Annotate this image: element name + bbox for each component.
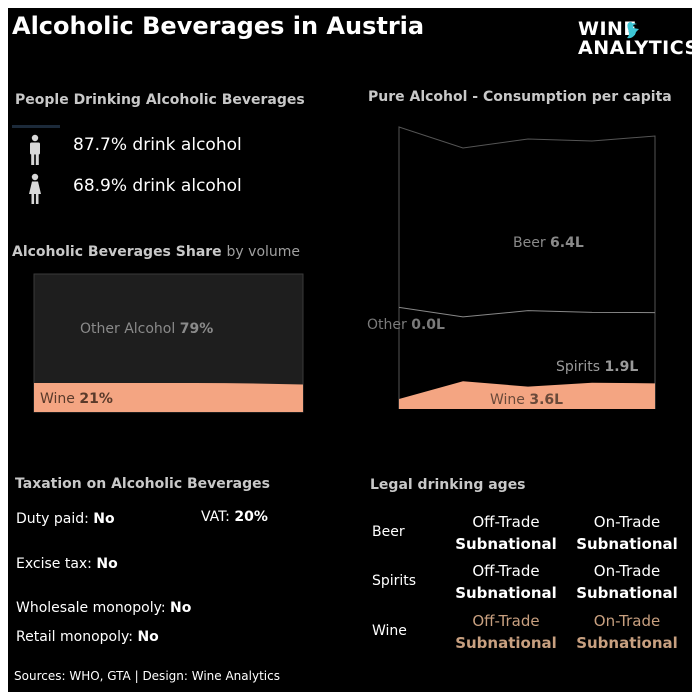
- pure-other-name: Other: [367, 317, 411, 333]
- heading-underline: [12, 125, 60, 128]
- pure-beer-name: Beer: [513, 235, 550, 251]
- age-on-trade-spirits: On-Trade Subnational: [567, 560, 687, 604]
- pure-beer-area: [398, 126, 656, 409]
- tax-duty-paid: Duty paid: No: [16, 511, 115, 527]
- age-on-trade-wine: On-Trade Subnational: [567, 610, 687, 654]
- pure-beer-value: 6.4L: [550, 235, 584, 251]
- off-trade-label: Off-Trade: [472, 513, 540, 531]
- off-trade-label: Off-Trade: [472, 612, 540, 630]
- off-trade-value: Subnational: [455, 584, 557, 602]
- drinking-heading: People Drinking Alcoholic Beverages: [15, 92, 305, 108]
- age-off-trade-spirits: Off-Trade Subnational: [446, 560, 566, 604]
- male-person-icon: [30, 134, 40, 165]
- share-heading-light: by volume: [226, 244, 301, 260]
- footer-sources: Sources: WHO, GTA | Design: Wine Analyti…: [14, 669, 280, 683]
- share-wine-area: [34, 383, 303, 412]
- tax-value: No: [93, 511, 115, 527]
- tax-label: Wholesale monopoly:: [16, 600, 166, 616]
- tax-retail-monopoly: Retail monopoly: No: [16, 629, 159, 645]
- on-trade-label: On-Trade: [593, 513, 661, 531]
- logo-line2: ANALYTICS: [578, 37, 699, 59]
- age-off-trade-wine: Off-Trade Subnational: [446, 610, 566, 654]
- tax-value: No: [96, 556, 118, 572]
- share-other-value: 79%: [180, 321, 214, 337]
- pure-beer-label: Beer 6.4L: [513, 235, 584, 251]
- share-wine-label: Wine 21%: [40, 391, 113, 407]
- share-heading: Alcoholic Beverages Share by volume: [12, 244, 300, 260]
- pure-wine-name: Wine: [490, 392, 529, 408]
- pure-wine-value: 3.6L: [529, 392, 563, 408]
- pure-other-label: Other 0.0L: [367, 317, 445, 333]
- tax-label: Retail monopoly:: [16, 629, 133, 645]
- tax-wholesale-monopoly: Wholesale monopoly: No: [16, 600, 191, 616]
- female-drinking-stat: 68.9% drink alcohol: [73, 176, 242, 196]
- age-off-trade-beer: Off-Trade Subnational: [446, 511, 566, 555]
- off-trade-label: Off-Trade: [472, 562, 540, 580]
- pure-spirits-value: 1.9L: [605, 359, 639, 375]
- tax-vat: VAT: 20%: [201, 509, 268, 525]
- bird-icon: [627, 22, 639, 39]
- share-heading-bold: Alcoholic Beverages Share: [12, 244, 222, 260]
- page-title: Alcoholic Beverages in Austria: [12, 12, 425, 40]
- pure-wine-area: [399, 381, 655, 409]
- male-drinking-stat: 87.7% drink alcohol: [73, 135, 242, 155]
- off-trade-value: Subnational: [455, 535, 557, 553]
- age-beverage-wine: Wine: [372, 623, 407, 639]
- age-on-trade-beer: On-Trade Subnational: [567, 511, 687, 555]
- logo-line1: WINE: [578, 18, 637, 40]
- pure-wine-label: Wine 3.6L: [490, 392, 563, 408]
- ages-heading: Legal drinking ages: [370, 477, 526, 493]
- pure-spirits-name: Spirits: [556, 359, 605, 375]
- pure-other-value: 0.0L: [411, 317, 445, 333]
- age-beverage-spirits: Spirits: [372, 573, 417, 589]
- tax-label: Duty paid:: [16, 511, 89, 527]
- pure-spirits-boundary: [398, 306, 656, 318]
- on-trade-value: Subnational: [576, 535, 678, 553]
- share-other-name: Other Alcohol: [80, 321, 180, 337]
- tax-value: No: [137, 629, 159, 645]
- tax-value: No: [170, 600, 192, 616]
- tax-excise: Excise tax: No: [16, 556, 118, 572]
- on-trade-value: Subnational: [576, 634, 678, 652]
- female-person-icon: [29, 173, 41, 204]
- share-wine-name: Wine: [40, 391, 79, 407]
- on-trade-label: On-Trade: [593, 562, 661, 580]
- taxation-heading: Taxation on Alcoholic Beverages: [15, 476, 270, 492]
- on-trade-value: Subnational: [576, 584, 678, 602]
- pure-spirits-label: Spirits 1.9L: [556, 359, 638, 375]
- off-trade-value: Subnational: [455, 634, 557, 652]
- tax-label: VAT:: [201, 509, 230, 525]
- pure-alcohol-heading: Pure Alcohol - Consumption per capita: [368, 89, 672, 105]
- share-wine-value: 21%: [79, 391, 113, 407]
- age-beverage-beer: Beer: [372, 524, 405, 540]
- tax-label: Excise tax:: [16, 556, 92, 572]
- share-other-label: Other Alcohol 79%: [80, 321, 213, 337]
- on-trade-label: On-Trade: [593, 612, 661, 630]
- tax-value: 20%: [234, 509, 268, 525]
